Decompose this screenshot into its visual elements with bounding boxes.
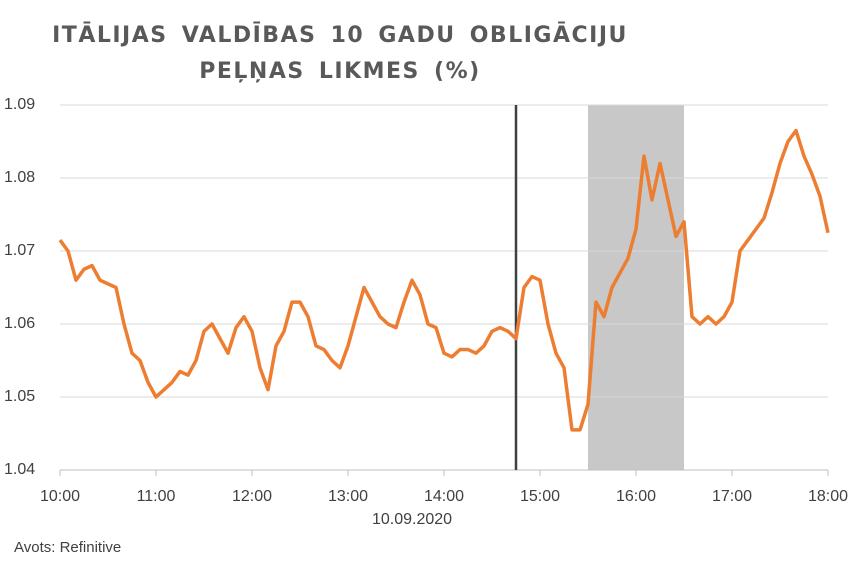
shaded-region [588, 105, 684, 470]
y-tick-label: 1.06 [4, 315, 35, 332]
x-tick-label: 13:00 [328, 488, 368, 505]
series-line [58, 128, 830, 432]
y-tick-label: 1.04 [4, 461, 35, 478]
x-tick-label: 10:00 [40, 488, 80, 505]
x-tick-label: 16:00 [616, 488, 656, 505]
y-tick-label: 1.09 [4, 96, 35, 113]
x-tick-label: 14:00 [424, 488, 464, 505]
x-tick-label: 12:00 [232, 488, 272, 505]
x-tick-label: 15:00 [520, 488, 560, 505]
source: Avots: Refinitive [14, 539, 121, 556]
y-tick-label: 1.05 [4, 388, 35, 405]
x-tick-label: 17:00 [712, 488, 752, 505]
x-tick-label: 11:00 [137, 488, 176, 505]
y-tick-label: 1.07 [4, 242, 35, 259]
chart-title: ITĀLIJAS VALDĪBAS 10 GADU OBLIGĀCIJU PEĻ… [52, 23, 628, 84]
y-tick-label: 1.08 [4, 169, 35, 186]
x-axis-label: 10.09.2020 [372, 511, 452, 528]
x-tick-label: 18:00 [808, 488, 848, 505]
